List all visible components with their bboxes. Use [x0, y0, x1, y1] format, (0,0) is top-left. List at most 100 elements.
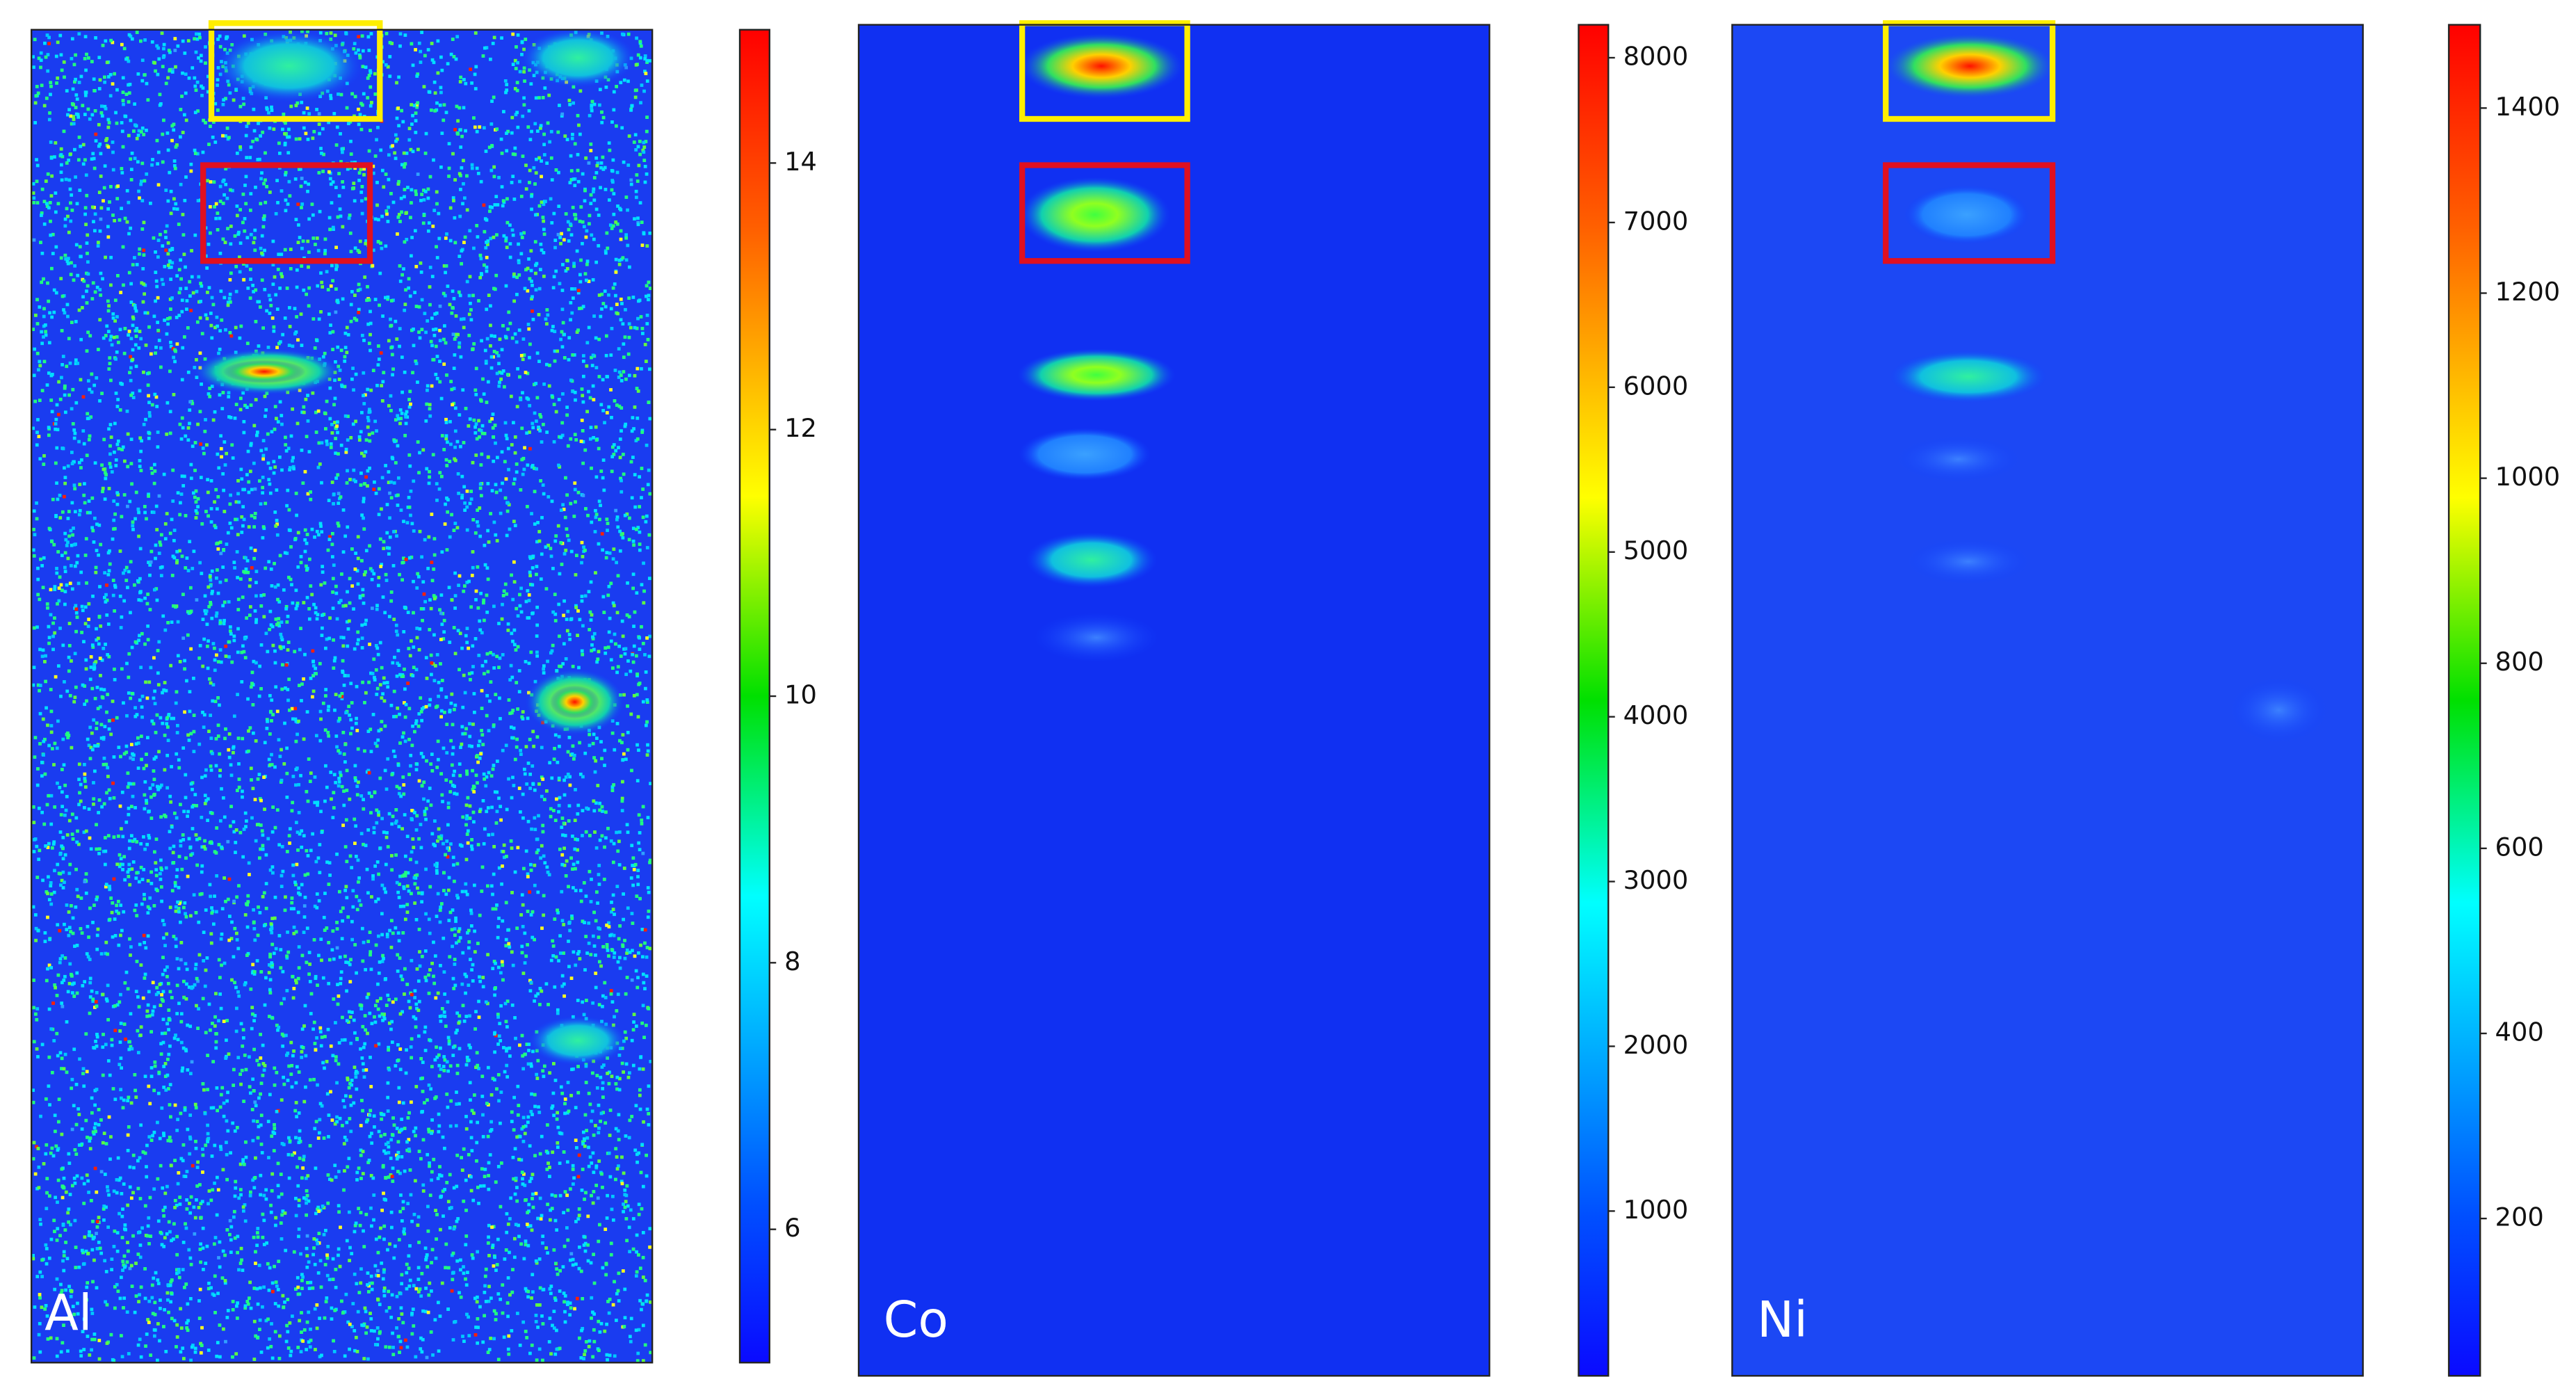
noise-cell — [59, 170, 63, 175]
noise-cell — [624, 307, 627, 312]
noise-cell — [564, 874, 568, 878]
noise-cell — [535, 419, 538, 423]
noise-cell — [146, 1224, 150, 1228]
noise-cell — [631, 921, 635, 925]
noise-cell — [509, 394, 513, 398]
noise-cell — [79, 782, 83, 787]
noise-cell — [563, 1111, 567, 1116]
noise-cell — [608, 1175, 613, 1179]
noise-cell — [280, 620, 284, 625]
noise-cell — [362, 1075, 366, 1079]
noise-cell — [444, 111, 448, 115]
noise-cell — [492, 604, 496, 609]
noise-cell — [67, 1316, 71, 1320]
noise-cell — [622, 342, 626, 346]
noise-cell — [395, 1294, 399, 1298]
noise-cell — [453, 927, 457, 931]
noise-cell — [573, 184, 577, 188]
noise-cell — [620, 809, 624, 812]
noise-cell — [499, 1161, 503, 1165]
noise-cell — [615, 1087, 619, 1091]
noise-cell — [436, 1177, 440, 1180]
noise-cell — [94, 1000, 98, 1004]
noise-cell — [506, 628, 510, 632]
noise-cell — [537, 204, 542, 208]
noise-cell — [618, 966, 622, 970]
noise-cell — [601, 595, 606, 599]
noise-cell — [63, 1052, 67, 1056]
noise-cell — [364, 65, 368, 70]
noise-cell — [160, 1243, 164, 1247]
noise-cell — [49, 724, 54, 727]
noise-cell — [494, 490, 499, 494]
noise-cell — [200, 93, 204, 97]
noise-cell — [305, 1348, 308, 1351]
noise-cell — [40, 330, 44, 334]
noise-cell — [482, 392, 486, 396]
noise-cell — [170, 574, 175, 577]
noise-cell — [636, 145, 640, 149]
noise-cell — [286, 446, 291, 451]
noise-cell — [444, 1242, 448, 1246]
noise-cell — [272, 471, 276, 475]
noise-cell — [477, 1201, 480, 1205]
noise-cell — [581, 241, 584, 245]
noise-cell — [42, 462, 46, 466]
noise-cell — [202, 637, 206, 641]
noise-cell — [163, 537, 168, 541]
noise-cell — [341, 297, 345, 301]
noise-cell — [100, 392, 104, 396]
noise-cell — [72, 63, 76, 67]
noise-cell — [574, 1220, 578, 1223]
noise-cell — [154, 755, 158, 759]
noise-cell — [195, 289, 199, 293]
noise-cell — [264, 447, 268, 451]
noise-cell — [259, 1350, 264, 1354]
noise-cell — [43, 1307, 47, 1311]
noise-cell — [419, 1294, 423, 1298]
noise-cell — [365, 298, 368, 303]
noise-cell — [439, 1227, 442, 1232]
noise-cell — [346, 525, 350, 529]
noise-cell — [278, 400, 282, 404]
noise-cell — [455, 1063, 460, 1068]
noise-cell — [398, 344, 401, 348]
noise-cell — [67, 910, 71, 914]
noise-cell — [350, 584, 355, 588]
noise-cell — [496, 925, 500, 928]
noise-cell — [177, 906, 181, 910]
noise-cell — [544, 587, 549, 591]
noise-cell — [38, 1293, 42, 1296]
noise-cell — [389, 1315, 394, 1319]
noise-cell — [159, 885, 163, 889]
noise-cell — [268, 191, 272, 194]
noise-cell — [276, 1161, 280, 1166]
noise-cell — [247, 861, 251, 865]
noise-cell — [368, 439, 372, 443]
noise-cell — [162, 1086, 166, 1089]
noise-cell — [98, 318, 102, 322]
noise-cell — [168, 50, 172, 54]
noise-cell — [264, 408, 268, 412]
noise-cell — [637, 841, 641, 845]
noise-cell — [449, 52, 453, 56]
noise-cell — [200, 1326, 204, 1330]
noise-cell — [218, 768, 222, 773]
noise-cell — [551, 1323, 554, 1328]
noise-cell — [92, 89, 97, 92]
noise-cell — [276, 420, 280, 424]
noise-cell — [206, 1088, 209, 1092]
noise-cell — [606, 246, 610, 250]
noise-cell — [399, 417, 403, 421]
noise-cell — [133, 256, 136, 259]
noise-cell — [343, 414, 348, 418]
noise-cell — [386, 1141, 390, 1145]
noise-cell — [93, 1006, 97, 1009]
noise-cell — [451, 1054, 455, 1057]
noise-cell — [557, 734, 561, 739]
noise-cell — [134, 309, 138, 313]
noise-cell — [332, 227, 335, 232]
noise-cell — [439, 638, 443, 641]
noise-cell — [636, 976, 640, 980]
noise-cell — [295, 766, 299, 770]
